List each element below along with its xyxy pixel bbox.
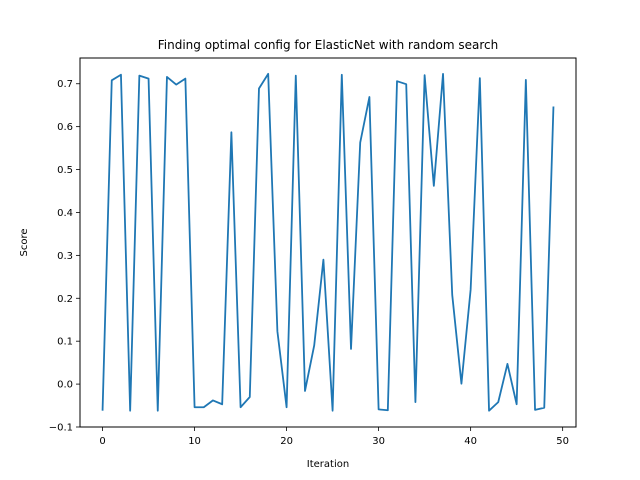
x-tick-label: 0 bbox=[99, 436, 105, 447]
x-axis-label: Iteration bbox=[307, 459, 349, 470]
y-tick-label: 0.6 bbox=[57, 122, 73, 133]
x-tick-label: 10 bbox=[188, 436, 201, 447]
x-tick-label: 30 bbox=[372, 436, 385, 447]
y-tick-label: 0.1 bbox=[57, 337, 73, 348]
y-tick-label: 0.4 bbox=[57, 208, 73, 219]
x-tick-label: 50 bbox=[556, 436, 569, 447]
y-tick-label: 0.0 bbox=[57, 380, 73, 391]
chart-title: Finding optimal config for ElasticNet wi… bbox=[158, 38, 499, 52]
y-tick-label: 0.3 bbox=[57, 251, 73, 262]
x-tick-label: 40 bbox=[464, 436, 477, 447]
plot-area bbox=[79, 57, 577, 428]
series-layer bbox=[101, 72, 555, 412]
series-line bbox=[101, 72, 555, 412]
y-tick-label: −0.1 bbox=[49, 423, 73, 434]
y-axis-label: Score bbox=[19, 228, 30, 256]
y-tick-label: 0.2 bbox=[57, 294, 73, 305]
y-axis: −0.1 0.0 0.1 0.2 0.3 0.4 0.5 0.6 0.7 bbox=[49, 79, 80, 434]
x-axis: 0 10 20 30 40 50 bbox=[99, 427, 569, 447]
y-tick-label: 0.7 bbox=[57, 79, 73, 90]
x-tick-label: 20 bbox=[280, 436, 293, 447]
plot-frame bbox=[79, 57, 577, 428]
y-tick-label: 0.5 bbox=[57, 165, 73, 176]
